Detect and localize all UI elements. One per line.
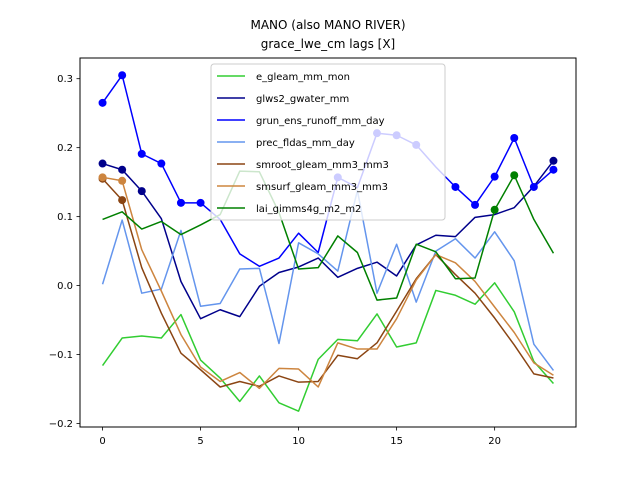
data-point-grun_ens_runoff_mm_day-4 <box>176 198 185 207</box>
x-tick-label: 20 <box>488 436 501 447</box>
data-point-grun_ens_runoff_mm_day-22 <box>529 182 538 191</box>
legend-label-prec_fldas_mm_day: prec_fldas_mm_day <box>256 138 355 149</box>
data-point-grun_ens_runoff_mm_day-5 <box>196 198 205 207</box>
data-point-grun_ens_runoff_mm_day-19 <box>471 200 480 209</box>
data-point-grun_ens_runoff_mm_day-18 <box>451 182 460 191</box>
data-point-glws2_gwater_mm-2 <box>137 187 146 196</box>
data-point-grun_ens_runoff_mm_day-3 <box>157 159 166 168</box>
data-point-glws2_gwater_mm-0 <box>98 159 107 168</box>
data-point-lai_gimms4g_m2_m2-21 <box>510 171 519 180</box>
legend-label-lai_gimms4g_m2_m2: lai_gimms4g_m2_m2 <box>256 204 361 215</box>
series-line-smsurf_gleam_mm3_mm3 <box>102 176 554 390</box>
legend-label-e_gleam_mm_mon: e_gleam_mm_mon <box>256 72 350 83</box>
data-point-grun_ens_runoff_mm_day-20 <box>490 172 499 181</box>
series-e_gleam_mm_mon <box>101 282 555 412</box>
series-prec_fldas_mm_day <box>101 189 555 371</box>
legend: e_gleam_mm_mon glws2_gwater_mm grun_ens_ru… <box>210 63 446 221</box>
legend-label-smsurf_gleam_mm3_mm3: smsurf_gleam_mm3_mm3 <box>256 182 388 193</box>
ticks-layer: 0 5 10 15 20 −0.2 −0.1 0.0 0.1 0.2 0.3 <box>49 74 501 447</box>
series-lai_gimms4g_m2_m2 <box>102 170 555 301</box>
series-line-glws2_gwater_mm <box>102 160 555 320</box>
x-tick-label: 15 <box>390 436 403 447</box>
legend-label-glws2_gwater_mm: glws2_gwater_mm <box>256 94 349 105</box>
data-point-smsurf_gleam_mm3_mm3-0 <box>98 173 107 182</box>
legend-label-smroot_gleam_mm3_mm3: smroot_gleam_mm3_mm3 <box>256 160 389 171</box>
series-glws2_gwater_mm <box>98 156 558 320</box>
data-point-grun_ens_runoff_mm_day-1 <box>118 71 127 80</box>
series-line-lai_gimms4g_m2_m2 <box>102 170 555 301</box>
legend-box <box>210 63 446 221</box>
y-tick-label: 0.3 <box>57 74 73 85</box>
data-point-grun_ens_runoff_mm_day-21 <box>510 134 519 143</box>
series-line-prec_fldas_mm_day <box>101 189 555 371</box>
data-point-lai_gimms4g_m2_m2-20 <box>490 205 499 214</box>
chart-subtitle: grace_lwe_cm lags [X] <box>261 37 395 51</box>
data-point-smsurf_gleam_mm3_mm3-1 <box>118 176 127 185</box>
series-smsurf_gleam_mm3_mm3 <box>98 173 554 390</box>
y-tick-label: 0.2 <box>57 143 73 154</box>
y-tick-label: 0.1 <box>57 212 73 223</box>
data-point-glws2_gwater_mm-1 <box>118 165 127 174</box>
legend-label-grun_ens_runoff_mm_day: grun_ens_runoff_mm_day <box>256 116 385 127</box>
data-point-glws2_gwater_mm-23 <box>549 156 558 165</box>
series-line-smroot_gleam_mm3_mm3 <box>101 178 554 388</box>
x-tick-label: 0 <box>99 436 105 447</box>
y-tick-label: 0.0 <box>57 281 73 292</box>
data-point-smroot_gleam_mm3_mm3-1 <box>118 196 127 205</box>
plot-frame <box>79 57 577 428</box>
x-tick-label: 10 <box>292 436 305 447</box>
data-point-grun_ens_runoff_mm_day-2 <box>137 149 146 158</box>
y-tick-label: −0.2 <box>49 419 73 430</box>
data-point-grun_ens_runoff_mm_day-23 <box>549 165 558 174</box>
data-point-grun_ens_runoff_mm_day-0 <box>98 98 107 107</box>
chart-title: MANO (also MANO RIVER) <box>250 18 405 32</box>
series-line-e_gleam_mm_mon <box>101 282 555 412</box>
y-tick-label: −0.1 <box>49 350 73 361</box>
x-tick-label: 5 <box>197 436 203 447</box>
